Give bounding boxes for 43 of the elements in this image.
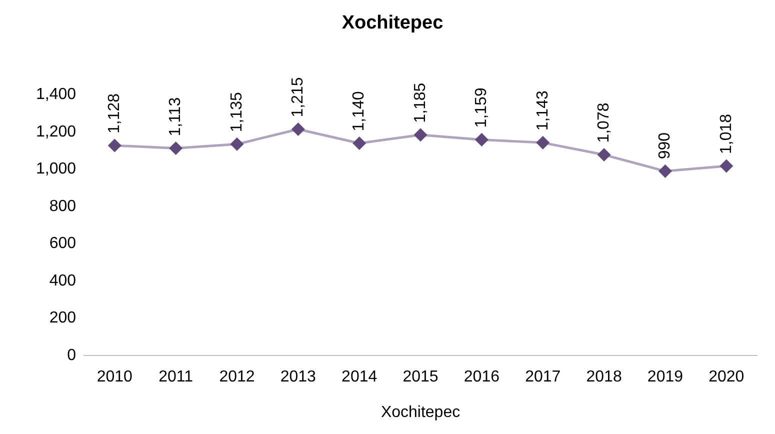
point: [230, 138, 244, 150]
data-label: 1,135: [228, 92, 246, 132]
data-label: 1,128: [106, 93, 124, 134]
y-tick-label: 1,000: [36, 160, 76, 178]
data-label: 1,113: [167, 97, 184, 136]
point: [720, 160, 733, 172]
x-tick-label: 2020: [708, 368, 744, 386]
data-label: 1,018: [718, 114, 735, 154]
data-label: 1,159: [473, 88, 490, 128]
point: [598, 148, 610, 162]
point: [170, 142, 182, 155]
data-label: 1,140: [350, 91, 368, 132]
x-tick-label: 2011: [158, 368, 194, 386]
y-tick-label: 800: [49, 198, 76, 215]
point: [108, 139, 121, 152]
x-tick-label: 2012: [219, 368, 255, 386]
data-label: 1,215: [290, 77, 307, 118]
x-tick-label: 2016: [464, 368, 500, 386]
point: [292, 123, 304, 136]
x-tick-label: 2014: [342, 368, 378, 386]
data-label: 1,143: [534, 90, 552, 131]
point: [536, 136, 550, 149]
y-tick-label: 400: [49, 272, 76, 290]
x-tick-label: 2013: [280, 368, 316, 386]
point: [353, 136, 366, 150]
x-axis-title: Xochitepec: [380, 404, 460, 421]
data-label: 1,078: [595, 102, 612, 143]
data-label: 990: [656, 132, 674, 160]
x-tick-label: 2010: [96, 368, 133, 386]
y-tick-label: 200: [49, 310, 76, 327]
point: [475, 133, 488, 146]
data-label: 1,185: [412, 82, 429, 123]
y-tick-label: 1,400: [36, 86, 76, 104]
x-tick-label: 2015: [402, 368, 438, 386]
point: [414, 128, 427, 142]
point: [658, 164, 672, 178]
y-tick-label: 600: [49, 235, 76, 252]
x-tick-label: 2017: [525, 368, 561, 386]
x-tick-label: 2019: [647, 368, 684, 386]
y-tick-label: 1,200: [36, 123, 76, 140]
x-tick-label: 2018: [586, 368, 622, 386]
y-tick-label: 0: [67, 347, 76, 364]
chart-title: Xochitepec: [342, 12, 444, 34]
